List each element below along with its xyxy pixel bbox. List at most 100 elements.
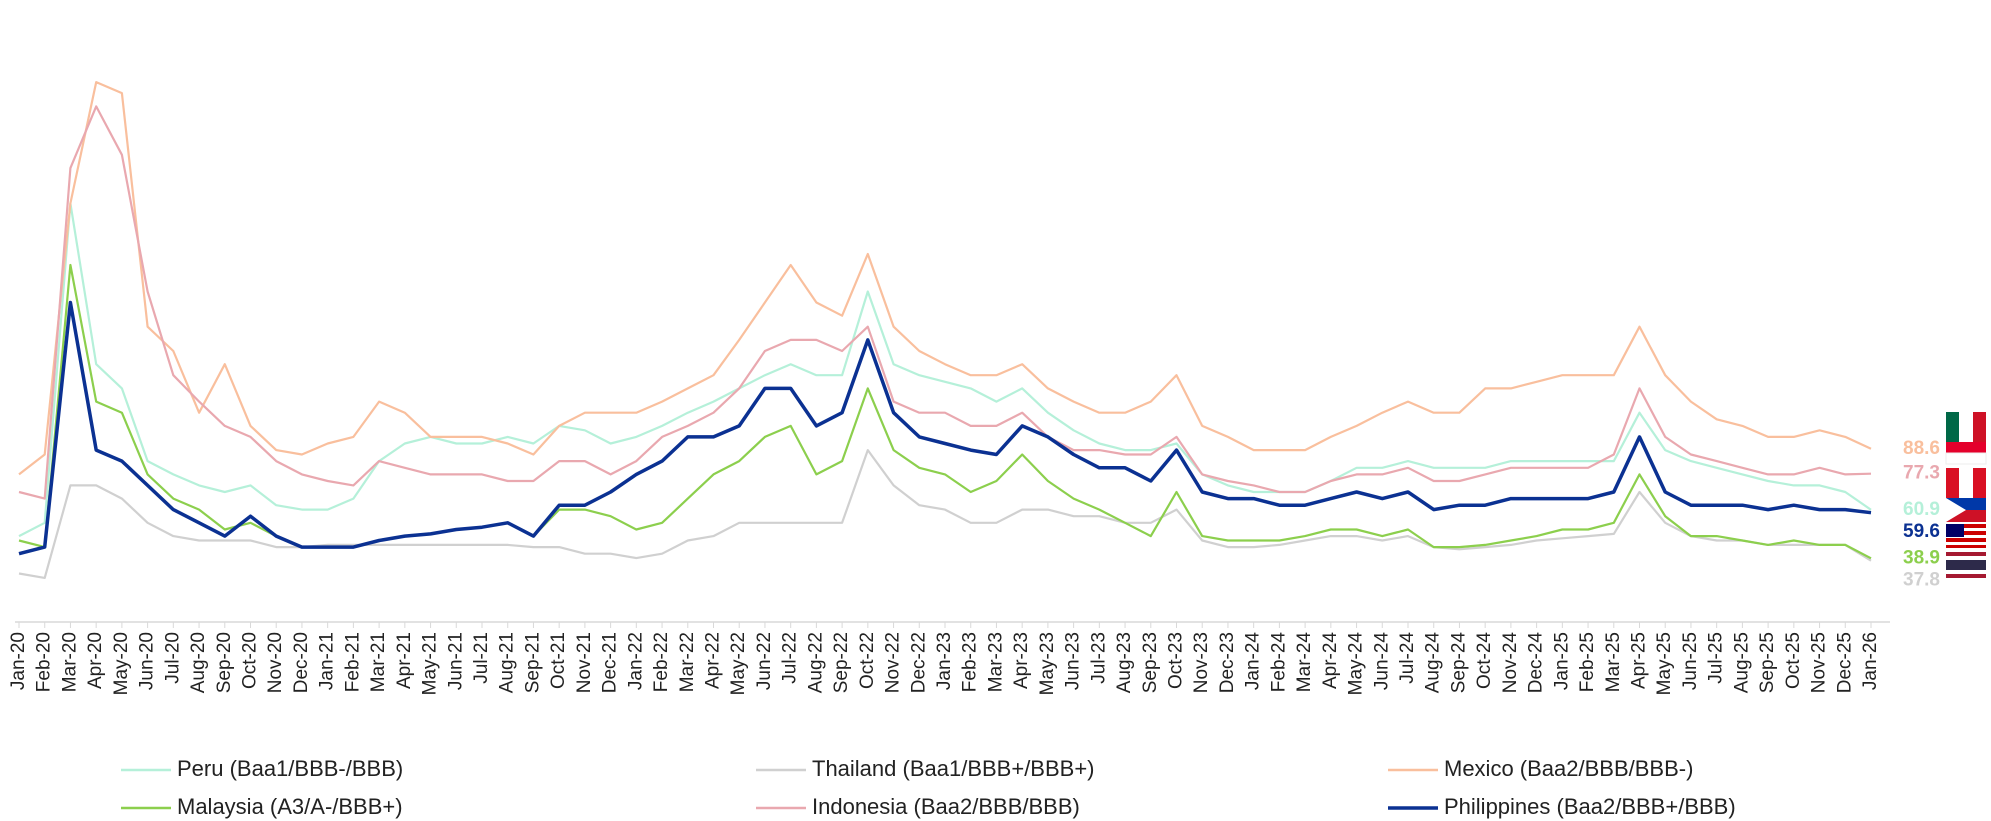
x-tick-label: Aug-22 xyxy=(805,632,826,693)
x-tick-label: Mar-24 xyxy=(1294,632,1315,693)
x-tick-label: May-25 xyxy=(1654,632,1675,695)
x-tick-label: Nov-21 xyxy=(574,632,595,693)
x-tick-label: Sep-23 xyxy=(1140,632,1161,693)
x-tick-label: Apr-24 xyxy=(1320,632,1341,689)
x-tick-label: May-21 xyxy=(420,632,441,695)
x-tick-label: Jan-23 xyxy=(934,632,955,690)
x-tick-label: Aug-24 xyxy=(1423,632,1444,694)
x-tick-label: Oct-22 xyxy=(857,632,878,689)
series-line xyxy=(18,202,1872,538)
x-tick-label: Sep-20 xyxy=(214,632,235,693)
x-tick-label: Oct-24 xyxy=(1474,632,1495,689)
legend-label: Malaysia (A3/A-/BBB+) xyxy=(177,794,403,819)
flags xyxy=(1945,412,1987,578)
x-tick-label: Jun-20 xyxy=(137,632,158,690)
series-line xyxy=(18,300,1872,556)
x-tick-label: Sep-22 xyxy=(831,632,852,693)
x-tick-label: Mar-23 xyxy=(985,632,1006,692)
flag-part xyxy=(1946,524,1964,537)
x-tick-label: Apr-20 xyxy=(85,632,106,689)
series-line xyxy=(18,105,1872,500)
x-tick-label: Jan-24 xyxy=(1243,632,1264,691)
flag-part xyxy=(1946,412,1959,442)
flag-part xyxy=(1946,498,1966,522)
x-tick-label: May-22 xyxy=(728,632,749,695)
x-tick-label: Mar-20 xyxy=(59,632,80,692)
x-tick-label: Jan-25 xyxy=(1551,632,1572,690)
end-label: 88.6 xyxy=(1903,438,1940,459)
x-tick-label: May-20 xyxy=(111,632,132,695)
x-tick-label: Jun-22 xyxy=(754,632,775,690)
legend-label: Peru (Baa1/BBB-/BBB) xyxy=(177,756,403,781)
x-tick-label: Feb-24 xyxy=(1268,632,1289,693)
x-tick-label: Jan-22 xyxy=(625,632,646,690)
x-tick-label: Jul-25 xyxy=(1706,632,1727,684)
x-tick-label: Oct-20 xyxy=(240,632,261,689)
x-tick-label: Apr-23 xyxy=(1011,632,1032,689)
x-tick-label: Jun-25 xyxy=(1680,632,1701,690)
x-tick-label: Jan-20 xyxy=(8,632,29,690)
x-tick-label: Jul-23 xyxy=(1088,632,1109,684)
flag-part xyxy=(1946,528,1986,531)
x-tick-label: Apr-25 xyxy=(1629,632,1650,689)
x-tick-label: Jul-21 xyxy=(471,632,492,684)
legend-label: Philippines (Baa2/BBB+/BBB) xyxy=(1444,794,1736,819)
x-tick-label: Feb-25 xyxy=(1577,632,1598,692)
x-tick-label: Jul-22 xyxy=(780,632,801,684)
end-label: 59.6 xyxy=(1903,521,1940,542)
x-tick-label: Mar-22 xyxy=(677,632,698,692)
flag-part xyxy=(1946,542,1986,545)
end-label: 37.8 xyxy=(1903,569,1940,590)
x-tick-label: Nov-24 xyxy=(1500,632,1521,694)
x-tick-label: Jun-24 xyxy=(1371,632,1392,691)
x-tick-label: Dec-22 xyxy=(908,632,929,693)
x-tick-label: Feb-22 xyxy=(651,632,672,692)
x-tick-label: Nov-23 xyxy=(1191,632,1212,693)
x-tick-label: Nov-20 xyxy=(265,632,286,693)
end-label: 60.9 xyxy=(1903,499,1940,520)
x-tick-label: Oct-21 xyxy=(548,632,569,689)
x-tick-label: Dec-25 xyxy=(1834,632,1855,693)
series-line xyxy=(18,449,1872,579)
x-tick-label: Dec-21 xyxy=(600,632,621,693)
x-tick-label: Aug-20 xyxy=(188,632,209,693)
x-tick-label: Jul-24 xyxy=(1397,632,1418,684)
end-label: 77.3 xyxy=(1903,463,1940,484)
end-label: 38.9 xyxy=(1903,547,1940,568)
x-tick-label: Oct-23 xyxy=(1166,632,1187,689)
x-tick-label: Dec-20 xyxy=(291,632,312,693)
x-tick-label: Feb-20 xyxy=(34,632,55,692)
x-tick-label: Jan-21 xyxy=(317,632,338,690)
x-tick-label: May-23 xyxy=(1037,632,1058,695)
x-tick-label: Nov-25 xyxy=(1809,632,1830,693)
flag-part xyxy=(1945,452,1987,465)
x-tick-label: Mar-25 xyxy=(1603,632,1624,692)
flag-part xyxy=(1973,412,1986,442)
x-tick-label: Dec-24 xyxy=(1526,632,1547,694)
flag-part xyxy=(1946,535,1986,538)
flag-part xyxy=(1973,468,1986,498)
legend-label: Thailand (Baa1/BBB+/BBB+) xyxy=(812,756,1095,781)
flag-indonesia xyxy=(1946,442,1986,453)
x-tick-label: Sep-25 xyxy=(1757,632,1778,693)
series-line xyxy=(18,81,1872,476)
legend-label: Indonesia (Baa2/BBB/BBB) xyxy=(812,794,1080,819)
flag-part xyxy=(1946,560,1986,570)
x-tick-label: Dec-23 xyxy=(1217,632,1238,693)
x-tick-label: Sep-24 xyxy=(1448,632,1469,694)
x-tick-label: Sep-21 xyxy=(522,632,543,693)
flag-part xyxy=(1946,468,1959,498)
x-tick-label: Aug-21 xyxy=(497,632,518,693)
x-tick-label: Apr-21 xyxy=(394,632,415,689)
x-tick-label: Feb-23 xyxy=(960,632,981,692)
legend-label: Mexico (Baa2/BBB/BBB-) xyxy=(1444,756,1693,781)
x-tick-label: Aug-23 xyxy=(1114,632,1135,693)
x-tick-label: Aug-25 xyxy=(1731,632,1752,693)
x-tick-label: Apr-22 xyxy=(703,632,724,689)
x-tick-label: May-24 xyxy=(1346,632,1367,696)
x-tick-label: Jan-26 xyxy=(1860,632,1881,690)
x-tick-label: Jun-23 xyxy=(1063,632,1084,690)
x-tick-label: Oct-25 xyxy=(1783,632,1804,689)
x-tick-label: Feb-21 xyxy=(342,632,363,692)
